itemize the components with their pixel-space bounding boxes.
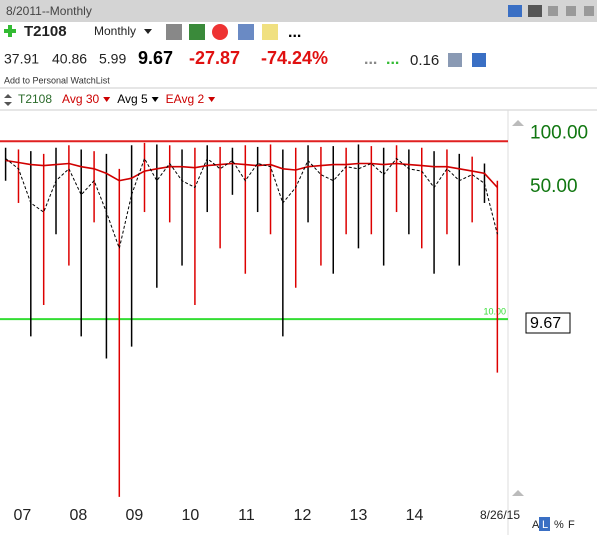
x-tick-label: 08: [70, 507, 88, 524]
icon[interactable]: [448, 53, 462, 67]
low: 5.99: [99, 51, 126, 67]
arrow: [4, 94, 12, 98]
footer-toggle[interactable]: L: [542, 519, 548, 531]
more[interactable]: ...: [288, 24, 301, 41]
icon[interactable]: [548, 6, 558, 16]
symbol[interactable]: T2108: [24, 23, 67, 40]
tool-icon[interactable]: [189, 24, 205, 40]
tool-icon[interactable]: [212, 24, 228, 40]
chart: 100.00 50.00 07 08 09 10 11 12 13 14 10.00 9.67: [0, 120, 588, 524]
last-value: 9.67: [530, 315, 561, 332]
indicator[interactable]: Avg 30: [62, 92, 99, 106]
icon[interactable]: [528, 5, 542, 17]
dropdown-arrow[interactable]: [144, 29, 152, 34]
y-tick-label: 50.00: [530, 176, 578, 197]
dropdown-arrow[interactable]: [151, 97, 159, 102]
toggle-bg: [539, 517, 550, 531]
indicator-bar: T2108 Avg 30 Avg 5 EAvg 2: [4, 92, 216, 106]
indicator[interactable]: Avg 5: [117, 92, 148, 106]
high: 40.86: [52, 51, 87, 67]
footer: A L% F: [532, 517, 575, 531]
last: 9.67: [138, 48, 173, 68]
watchlist-link[interactable]: Add to Personal WatchList: [4, 75, 110, 85]
icon[interactable]: [472, 53, 486, 67]
period[interactable]: Monthly: [94, 24, 136, 38]
change-pct: -74.24%: [261, 48, 328, 68]
footer-toggle[interactable]: F: [568, 519, 575, 531]
x-tick-label: 11: [238, 507, 255, 524]
add-icon[interactable]: [4, 25, 16, 37]
x-tick-label: 09: [126, 507, 144, 524]
x-tick-label: 12: [294, 507, 312, 524]
date-label: 8/26/15: [480, 508, 520, 522]
footer-toggle[interactable]: %: [554, 519, 564, 531]
last-value-box: [525, 312, 571, 334]
reference-label: 10.00: [483, 306, 506, 316]
dots: ...: [386, 51, 399, 68]
change: -27.87: [189, 48, 240, 68]
icon[interactable]: [584, 6, 594, 16]
x-tick-label: 13: [350, 507, 368, 524]
x-tick-label: 07: [14, 507, 32, 524]
tool-icon[interactable]: [238, 24, 254, 40]
arrow: [4, 102, 12, 106]
tool-icon[interactable]: [166, 24, 182, 40]
dropdown-arrow[interactable]: [103, 97, 111, 102]
open: 37.91: [4, 51, 39, 67]
window-title: 8/2011--Monthly: [6, 4, 92, 18]
dots: ...: [364, 51, 377, 68]
scroll-arrow: [512, 120, 524, 126]
icon[interactable]: [508, 5, 522, 17]
y-tick-label: 100.00: [530, 122, 588, 143]
x-tick-label: 10: [182, 507, 200, 524]
average-line: [5, 159, 498, 189]
scroll-arrow: [512, 490, 524, 496]
dropdown-arrow[interactable]: [208, 97, 216, 102]
title-bar: [0, 0, 597, 22]
icon[interactable]: [566, 6, 576, 16]
tool-icon[interactable]: [262, 24, 278, 40]
footer-toggle[interactable]: A: [532, 519, 540, 531]
x-tick-label: 14: [406, 507, 424, 524]
average-line: [5, 157, 498, 251]
indicator[interactable]: EAvg 2: [166, 92, 205, 106]
indicator[interactable]: T2108: [18, 92, 52, 106]
volume: 0.16: [410, 52, 439, 69]
